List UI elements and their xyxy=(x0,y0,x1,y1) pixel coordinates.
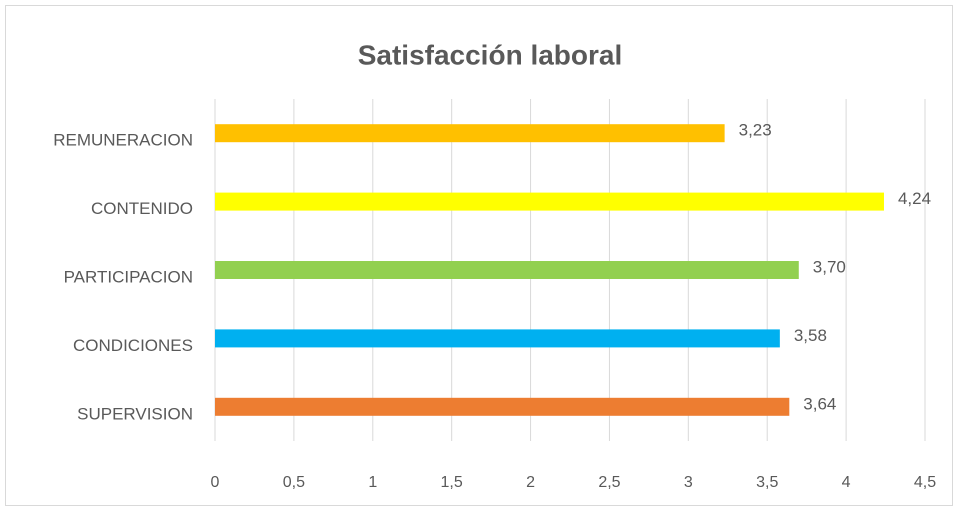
chart-title: Satisfacción laboral xyxy=(358,39,623,70)
y-tick-label: CONDICIONES xyxy=(73,336,193,355)
chart-border xyxy=(5,5,953,506)
data-label: 4,24 xyxy=(898,189,931,208)
bar xyxy=(215,124,725,143)
data-label: 3,58 xyxy=(794,326,827,345)
x-tick-label: 1,5 xyxy=(441,474,463,491)
x-tick-label: 2,5 xyxy=(598,474,620,491)
x-tick-label: 0 xyxy=(211,474,220,491)
x-tick-label: 1 xyxy=(368,474,377,491)
data-label: 3,64 xyxy=(803,394,836,413)
data-label: 3,23 xyxy=(739,121,772,140)
bar xyxy=(215,397,790,416)
x-tick-label: 2 xyxy=(526,474,535,491)
bar xyxy=(215,192,884,211)
y-tick-label: PARTICIPACION xyxy=(64,267,193,286)
y-tick-label: REMUNERACION xyxy=(53,131,193,150)
x-tick-label: 3 xyxy=(684,474,693,491)
x-tick-label: 4 xyxy=(842,474,851,491)
x-tick-label: 4,5 xyxy=(914,474,936,491)
y-tick-label: CONTENIDO xyxy=(91,199,193,218)
x-tick-label: 0,5 xyxy=(283,474,305,491)
bar xyxy=(215,329,780,348)
y-tick-label: SUPERVISION xyxy=(77,404,193,423)
bar xyxy=(215,261,799,279)
x-tick-label: 3,5 xyxy=(756,474,778,491)
data-label: 3,70 xyxy=(813,257,846,276)
